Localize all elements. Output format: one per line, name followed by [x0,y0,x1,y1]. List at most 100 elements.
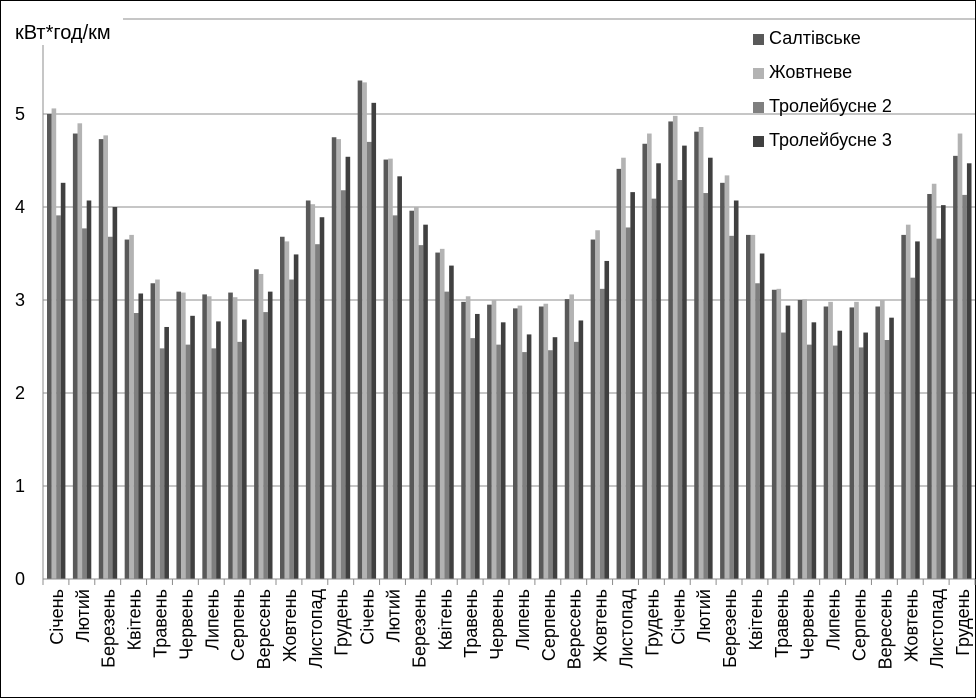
bar-3 [806,344,812,579]
bar-1 [875,306,881,579]
bar-4 [630,192,635,579]
x-tick-label: Лютий [384,589,404,642]
bar-1 [383,159,389,579]
x-tick-label: Червень [798,589,818,660]
bar-4 [837,330,843,579]
bar-2 [77,123,83,580]
bar-3 [315,244,320,579]
bar-4 [345,156,351,579]
bar-4 [371,102,377,579]
bar-1 [823,306,829,579]
y-tick-label: 2 [15,383,25,403]
x-tick-label: Жовтень [591,589,611,662]
bar-4 [915,241,920,579]
bar-3 [522,352,527,579]
x-tick-label: Квітень [746,589,766,650]
bar-4 [397,176,402,579]
bar-3 [962,194,967,579]
bar-4 [242,319,247,579]
bar-2 [232,297,238,579]
x-tick-label: Вересень [875,589,895,669]
x-tick-label: Грудень [332,589,352,656]
x-tick-label: Березень [720,589,740,668]
bar-1 [72,133,78,579]
bar-4 [604,260,610,579]
bar-3 [677,180,683,579]
bar-4 [759,253,765,579]
bar-1 [720,182,725,579]
x-tick-label: Жовтень [901,589,921,662]
bar-2 [258,273,264,579]
bar-4 [138,293,144,579]
x-tick-label: Липень [202,589,222,650]
bar-2 [362,82,367,579]
bar-2 [103,135,108,579]
bar-1 [694,131,699,580]
bar-4 [112,207,118,579]
bar-2 [491,300,497,579]
x-tick-label: Грудень [953,589,973,656]
bar-3 [910,277,916,579]
bar-4 [319,217,325,580]
bar-4 [708,157,713,579]
legend-label: Тролейбусне 3 [769,130,892,150]
bar-1 [305,200,311,580]
bar-3 [237,341,243,579]
bar-4 [733,200,739,580]
x-tick-label: Січень [358,589,378,645]
bar-3 [729,235,734,579]
bar-1 [280,236,285,579]
legend-swatch [753,102,764,113]
legend-label: Жовтневе [769,62,852,82]
gridlines [43,18,975,487]
bar-1 [357,80,363,580]
bar-3 [185,344,191,579]
bar-1 [538,306,544,579]
bar-1 [47,114,52,579]
x-tick-label: Січень [668,589,688,645]
x-tick-label: Грудень [642,589,662,656]
bar-2 [621,157,626,579]
bar-3 [340,190,346,579]
bar-4 [449,265,454,579]
bar-2 [181,292,186,579]
bar-3 [107,236,113,579]
bar-2 [957,133,963,579]
x-tick-label: Вересень [565,589,585,669]
bar-3 [496,344,501,579]
y-tick-label: 1 [15,476,25,496]
bar-2 [388,158,393,579]
y-tick-label: 0 [15,569,25,589]
bar-1 [746,234,751,579]
bar-1 [590,239,596,580]
bar-1 [513,308,518,579]
bar-4 [811,322,817,579]
bar-4 [578,320,584,579]
bar-4 [966,163,972,580]
x-tick-label: Січень [47,589,67,645]
bar-1 [616,168,622,579]
bar-1 [435,252,440,579]
bar-3 [755,283,760,579]
bar-2 [543,303,549,579]
y-tick-label: 3 [15,290,25,310]
bar-3 [936,238,942,579]
bar-3 [703,193,709,580]
bar-3 [832,345,838,579]
bar-4 [423,224,428,580]
bar-4 [785,305,791,579]
bar-2 [880,300,885,579]
bar-1 [409,210,415,579]
bar-3 [56,215,61,579]
bar-2 [336,139,341,580]
x-tick-label: Лютий [73,589,93,642]
x-tick-label: Червень [487,589,507,660]
bar-2 [776,288,782,579]
bar-3 [418,245,424,579]
bar-1 [797,300,803,579]
bar-4 [941,205,946,579]
bar-4 [267,291,273,579]
bar-2 [465,296,471,579]
bar-2 [724,175,730,579]
